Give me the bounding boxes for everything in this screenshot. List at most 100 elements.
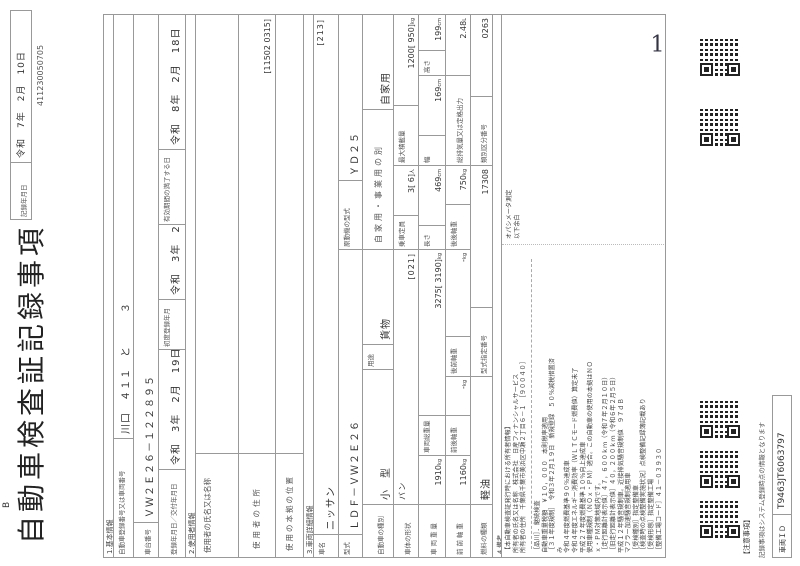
width-value: 169	[434, 86, 443, 102]
fuel: 軽油	[470, 376, 493, 505]
divider	[502, 244, 666, 245]
displacement-label: 総排気量又は定格出力	[445, 75, 471, 166]
class-no-label: 類別区分番号	[470, 96, 493, 166]
first-reg: 令和 3年 2月	[158, 224, 186, 300]
user-name	[195, 14, 239, 454]
class-no: 0263	[470, 14, 493, 97]
unit-kg: kg	[462, 169, 468, 176]
unit-cm: cm	[437, 18, 443, 26]
use-label: 用途	[362, 344, 394, 370]
unit-cm: cm	[437, 169, 443, 177]
handwritten-number: 15	[650, 32, 667, 58]
notes-text: 記録事項はシステム登録時点の情報となります	[758, 421, 766, 558]
rf-axle: -kg	[445, 249, 471, 337]
displacement: 2.48L	[445, 14, 471, 76]
qr-code	[700, 498, 740, 538]
document-number: 411230050705	[36, 44, 45, 106]
unit-cm: cm	[437, 79, 443, 87]
biz: 自家用	[362, 14, 394, 110]
reg-number-label: 自動車登録番号又は車両番号	[113, 438, 134, 558]
user-name-label: 使用者の氏名又は名称	[195, 453, 239, 558]
type-no: 17308	[470, 165, 493, 308]
unit-kg: kg	[462, 380, 468, 387]
reg-number: 川口 ４１１ と ３	[113, 14, 134, 439]
type-no-value: 17308	[481, 169, 490, 195]
class-no-value: 0263	[481, 18, 490, 39]
width: 169cm	[418, 75, 446, 136]
maker: ニッサン [213]	[313, 14, 339, 535]
ff-axle-label: 前前軸重	[445, 504, 471, 558]
capacity-value: 3[ 6]	[407, 174, 416, 193]
fr-axle: -kg	[445, 376, 471, 416]
length: 469cm	[418, 165, 446, 226]
chassis-number: ＶＷ２Ｅ２６－１２２８９５	[133, 14, 159, 523]
gross: 3275[ 3190]kg	[418, 249, 446, 416]
reg-date-label: 登録年月日／交付年月日	[158, 469, 186, 558]
unit-kg: kg	[437, 459, 443, 466]
biz-label: 自家用・事業用の別	[362, 109, 394, 250]
vehicle-id: T9463JT6063797	[772, 395, 792, 515]
remarks-text: ［品川］．継続検査 自動車重量税額 ￥１０，０００ 本則税率適用 ［３１年度規制…	[534, 358, 663, 553]
capacity: 3[ 6]人	[393, 165, 419, 216]
capacity-label: 乗車定員	[393, 215, 419, 250]
reg-date: 令和 3年 2月 19日	[158, 349, 186, 470]
weight-label: 車両重量	[418, 504, 446, 558]
remarks-box: 【本自動車検査証発行時における所有者情報】 所有者の氏名又は名称 株式会社 日産…	[501, 14, 666, 558]
displacement-value: 2.48	[459, 20, 468, 39]
body-code: [021]	[407, 253, 416, 280]
fr-axle-value: -	[459, 386, 468, 389]
load-unit: kg	[410, 18, 416, 25]
form-code: B	[2, 501, 12, 508]
length-label: 長さ	[418, 225, 446, 250]
body-label: 車体の形状	[393, 504, 419, 558]
qr-code	[700, 448, 740, 488]
document-title: 自動車検査証記録事項	[15, 223, 48, 544]
divider	[531, 259, 532, 549]
maker-code: [213]	[316, 19, 325, 46]
model: ＬＤＦ－ＶＷ２Ｅ２６	[338, 249, 363, 535]
rr-axle: 750kg	[445, 165, 471, 205]
gross-value: 3275[ 3190]	[434, 259, 443, 309]
body: バン [021]	[393, 249, 419, 505]
base-location	[275, 14, 304, 454]
unit-kg: kg	[462, 253, 468, 260]
record-date: 令和 7年 2月 10日	[10, 10, 32, 163]
record-date-label: 記録年月日	[20, 184, 28, 218]
unit-kg: kg	[437, 253, 443, 260]
capacity-unit: 人	[410, 169, 416, 175]
rf-axle-label: 後前軸重	[445, 336, 471, 377]
qr-code	[700, 106, 740, 146]
qr-code	[700, 36, 740, 76]
engine-label: 原動機の型式	[338, 180, 363, 250]
body-shape: バン	[398, 481, 407, 500]
owner-info: 【本自動車検査証発行時における所有者情報】 所有者の氏名又は名称 株式会社 日産…	[505, 358, 528, 553]
user-address: [11502 0315]	[238, 14, 276, 454]
displacement-unit: L	[462, 18, 468, 21]
load-label: 最大積載量	[393, 105, 419, 166]
first-reg-label: 初度登録年月	[158, 299, 186, 350]
ff-axle-value: 1160	[459, 465, 468, 486]
weight: 1910kg	[418, 455, 446, 505]
address-code: [11502 0315]	[263, 19, 272, 74]
height-value: 199	[434, 25, 443, 41]
fr-axle-label: 前後軸重	[445, 415, 471, 456]
weight-value: 1910	[434, 465, 443, 486]
base-location-label: 使用の本拠の位置	[275, 453, 304, 558]
kind-label: 自動車の種別	[362, 504, 394, 558]
record-date-label-cell: 記録年月日	[10, 162, 32, 220]
notes-heading: 【注意事項】	[743, 516, 751, 558]
height: 199cm	[418, 14, 446, 51]
fuel-label: 燃料の種類	[470, 504, 493, 558]
chassis-label: 車台番号	[133, 522, 159, 558]
rr-axle-value: 750	[459, 175, 468, 191]
use: 貨物	[362, 249, 394, 345]
remarks-right: オパシメータ測定 以下余白	[506, 189, 521, 240]
rr-axle-label: 後後軸重	[445, 204, 471, 250]
user-address-label: 使用者の住所	[238, 453, 276, 558]
maker-name: ニッサン	[326, 486, 337, 530]
gross-label: 車両総重量	[418, 415, 446, 456]
expiry-label: 有効期間の満了する日	[158, 149, 186, 225]
length-value: 469	[434, 176, 443, 192]
kind: 小 型	[362, 369, 394, 505]
